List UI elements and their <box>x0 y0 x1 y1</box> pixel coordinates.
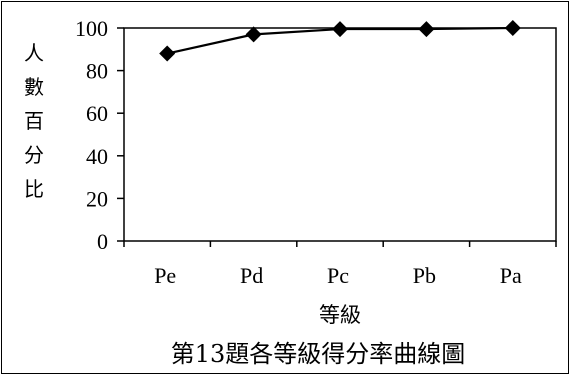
x-tick-label: Pe <box>154 263 176 288</box>
x-axis-ticks: Pe Pd Pc Pb Pa <box>123 241 557 288</box>
chart-title: 第13題各等級得分率曲線圖 <box>171 340 466 368</box>
y-axis-label-char: 分 <box>24 143 44 167</box>
y-tick-label: 100 <box>75 16 108 41</box>
plot-area <box>123 27 557 242</box>
y-axis-label-char: 人 <box>24 41 44 65</box>
data-point-marker <box>159 45 176 62</box>
y-tick-label: 60 <box>86 101 108 126</box>
y-tick-label: 0 <box>97 229 108 254</box>
y-axis-label-char: 百 <box>24 109 44 133</box>
y-axis-ticks: 0 20 40 60 80 100 <box>75 16 124 254</box>
data-point-marker <box>332 21 348 38</box>
x-tick-label: Pd <box>240 263 263 288</box>
x-axis-label: 等級 <box>319 303 361 327</box>
y-tick-label: 80 <box>86 59 108 84</box>
x-tick-label: Pc <box>327 263 349 288</box>
y-axis-label-char: 比 <box>24 177 44 201</box>
data-point-marker <box>418 21 435 38</box>
x-tick-label: Pa <box>500 263 522 288</box>
y-tick-label: 20 <box>86 186 108 211</box>
x-tick-label: Pb <box>413 263 436 288</box>
data-point-marker <box>245 26 262 43</box>
series-group <box>159 20 521 62</box>
y-tick-label: 40 <box>86 144 108 169</box>
y-axis-label-char: 數 <box>24 75 44 99</box>
data-point-marker <box>504 20 521 36</box>
